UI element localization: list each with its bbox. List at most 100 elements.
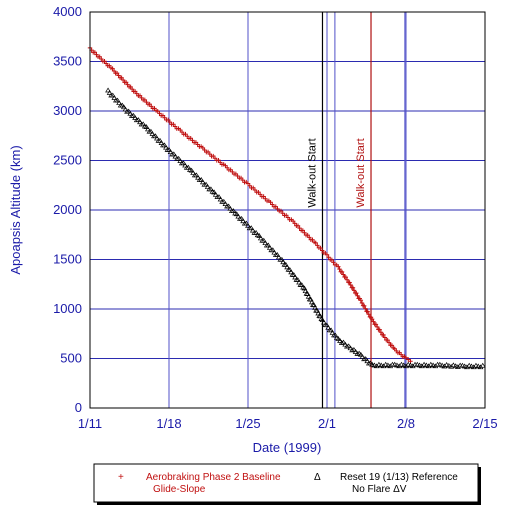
data-point <box>292 274 299 280</box>
data-point <box>175 155 182 161</box>
data-point <box>366 312 371 317</box>
data-point <box>339 269 345 275</box>
data-point <box>114 70 120 76</box>
data-point <box>313 240 318 246</box>
data-point <box>249 227 256 233</box>
data-point <box>350 346 357 352</box>
data-point <box>263 196 268 201</box>
data-point <box>403 355 409 360</box>
data-point <box>423 362 430 368</box>
y-tick-label: 3500 <box>53 54 82 69</box>
data-point <box>103 61 109 66</box>
legend-label-baseline-line1: Aerobraking Phase 2 Baseline <box>146 472 281 483</box>
data-point <box>337 338 343 343</box>
data-point <box>321 319 327 325</box>
data-point <box>378 362 385 368</box>
data-point <box>158 140 165 145</box>
data-point <box>266 244 273 250</box>
data-point <box>190 170 197 175</box>
data-point <box>257 192 263 197</box>
data-point <box>407 362 414 368</box>
data-point <box>204 184 211 189</box>
data-point <box>349 347 356 353</box>
data-point <box>256 233 263 238</box>
data-point <box>351 288 357 293</box>
data-point <box>152 106 157 111</box>
data-point <box>290 272 297 277</box>
data-point <box>212 191 219 197</box>
data-point <box>128 84 133 90</box>
data-point <box>149 104 154 109</box>
y-tick-label: 4000 <box>53 4 82 19</box>
data-point <box>300 228 306 233</box>
data-point <box>166 146 172 152</box>
data-point <box>271 249 278 255</box>
data-point <box>286 266 293 272</box>
data-point <box>129 86 135 92</box>
data-point <box>172 153 179 159</box>
data-point <box>148 128 154 134</box>
y-tick-label: 1500 <box>53 252 82 267</box>
data-point <box>122 106 129 112</box>
data-point <box>443 362 450 367</box>
data-point <box>365 309 370 314</box>
tick-labels: 0 500 1000 1500 2000 2500 3000 3500 4000 1/11 1/18… <box>53 4 498 431</box>
data-point <box>441 363 448 369</box>
data-point <box>144 99 149 105</box>
y-axis-title: Apoapsis Altitude (km) <box>8 145 23 274</box>
data-point <box>389 343 395 348</box>
data-point <box>377 327 382 332</box>
data-point <box>450 362 457 368</box>
data-point <box>416 362 423 368</box>
data-point <box>225 203 232 209</box>
data-point <box>222 201 229 207</box>
data-point <box>378 330 384 335</box>
data-point <box>288 269 295 275</box>
data-point <box>318 316 325 321</box>
data-point <box>203 181 210 187</box>
data-point <box>207 186 214 192</box>
data-point <box>454 364 461 369</box>
data-point <box>386 340 392 345</box>
data-point <box>295 223 301 228</box>
data-point <box>275 254 282 260</box>
data-point <box>369 316 375 322</box>
data-point <box>198 177 205 182</box>
legend-label-reset-line2: No Flare ΔV <box>352 484 407 495</box>
data-point <box>245 181 251 186</box>
data-point <box>125 108 132 114</box>
data-point <box>182 162 189 168</box>
data-point <box>188 167 195 173</box>
data-point <box>461 363 468 369</box>
data-point <box>331 260 336 265</box>
data-point <box>216 194 222 199</box>
data-point <box>324 252 330 257</box>
data-point <box>282 261 289 267</box>
data-point <box>161 142 168 148</box>
data-point <box>157 137 163 143</box>
data-point <box>134 91 139 96</box>
data-point <box>373 322 379 327</box>
data-point <box>137 119 143 125</box>
data-point <box>332 332 339 338</box>
data-point <box>305 232 310 238</box>
data-point <box>466 362 473 368</box>
data-point <box>326 255 331 260</box>
data-point <box>400 362 407 368</box>
data-point <box>344 343 350 349</box>
data-point <box>256 189 261 195</box>
data-point <box>328 327 335 333</box>
data-point <box>116 73 121 78</box>
data-point <box>145 126 151 132</box>
data-point <box>160 113 166 118</box>
data-point <box>278 256 285 262</box>
data-point <box>315 243 320 248</box>
data-point <box>439 362 446 368</box>
data-point <box>193 172 200 178</box>
data-point <box>265 242 272 248</box>
data-point <box>167 119 173 125</box>
data-point <box>137 93 143 98</box>
data-point <box>140 121 147 127</box>
data-point <box>296 279 303 285</box>
